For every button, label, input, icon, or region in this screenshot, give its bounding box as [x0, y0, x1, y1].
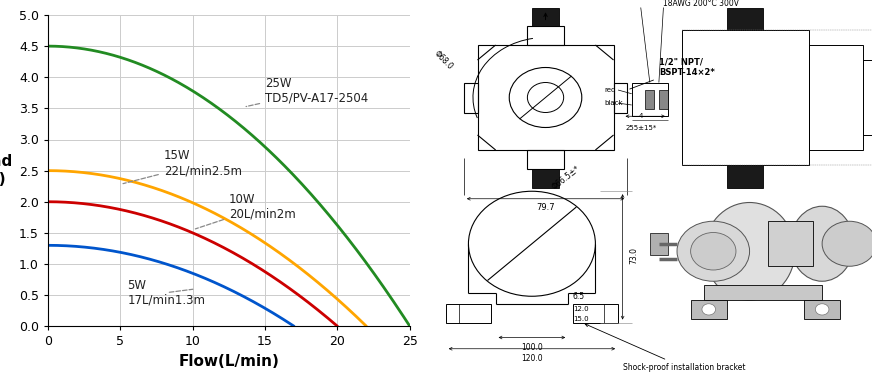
Circle shape: [815, 304, 829, 315]
Bar: [478, 45, 614, 150]
Text: 5W
17L/min1.3m: 5W 17L/min1.3m: [127, 279, 206, 307]
Circle shape: [702, 304, 716, 315]
Bar: [705, 285, 822, 300]
Text: 100.0: 100.0: [521, 343, 542, 352]
Bar: [863, 60, 872, 135]
Text: 4: 4: [638, 113, 643, 119]
Bar: [532, 8, 559, 26]
Text: 1/2" NPT/
BSPT-14×2*: 1/2" NPT/ BSPT-14×2*: [630, 58, 715, 89]
Ellipse shape: [705, 202, 795, 300]
X-axis label: Flow(L/min): Flow(L/min): [179, 354, 279, 369]
Bar: [804, 300, 841, 319]
Bar: [727, 165, 763, 188]
Circle shape: [691, 232, 736, 270]
Text: Φ68.0: Φ68.0: [433, 49, 455, 71]
Ellipse shape: [790, 206, 854, 281]
Text: Shock-proof installation bracket: Shock-proof installation bracket: [585, 324, 745, 372]
Text: 25W
TD5/PV-A17-2504: 25W TD5/PV-A17-2504: [246, 77, 368, 106]
Bar: [528, 150, 563, 169]
Bar: [659, 90, 668, 109]
Bar: [464, 82, 478, 112]
Text: 15W
22L/min2.5m: 15W 22L/min2.5m: [123, 149, 242, 184]
Text: 255±15*: 255±15*: [625, 124, 657, 130]
Text: black: black: [604, 100, 623, 106]
Bar: [614, 82, 627, 112]
Bar: [631, 82, 668, 116]
Bar: [446, 304, 491, 322]
Bar: [767, 221, 813, 266]
Bar: [645, 90, 654, 109]
Text: 79.7: 79.7: [536, 202, 555, 211]
Circle shape: [468, 191, 596, 296]
Text: 12.0: 12.0: [573, 306, 589, 312]
Bar: [650, 232, 668, 255]
Text: 18AWG 200°C 300V: 18AWG 200°C 300V: [664, 0, 739, 8]
Bar: [808, 45, 863, 150]
Bar: [573, 304, 618, 322]
Text: 73.0: 73.0: [630, 246, 638, 264]
Bar: [528, 26, 563, 45]
Circle shape: [822, 221, 872, 266]
Bar: [682, 30, 808, 165]
Y-axis label: Head
(m): Head (m): [0, 154, 13, 187]
Bar: [727, 8, 763, 30]
Text: red: red: [604, 87, 616, 93]
Circle shape: [528, 82, 563, 112]
Text: 120.0: 120.0: [521, 354, 542, 363]
Bar: [691, 300, 727, 319]
Circle shape: [677, 221, 750, 281]
Circle shape: [509, 68, 582, 128]
Text: 6.5: 6.5: [573, 292, 585, 301]
Text: 15.0: 15.0: [573, 316, 589, 322]
Text: Φ66.5±*: Φ66.5±*: [550, 164, 582, 191]
Bar: [532, 169, 559, 188]
Text: 10W
20L/min2m: 10W 20L/min2m: [195, 193, 296, 229]
